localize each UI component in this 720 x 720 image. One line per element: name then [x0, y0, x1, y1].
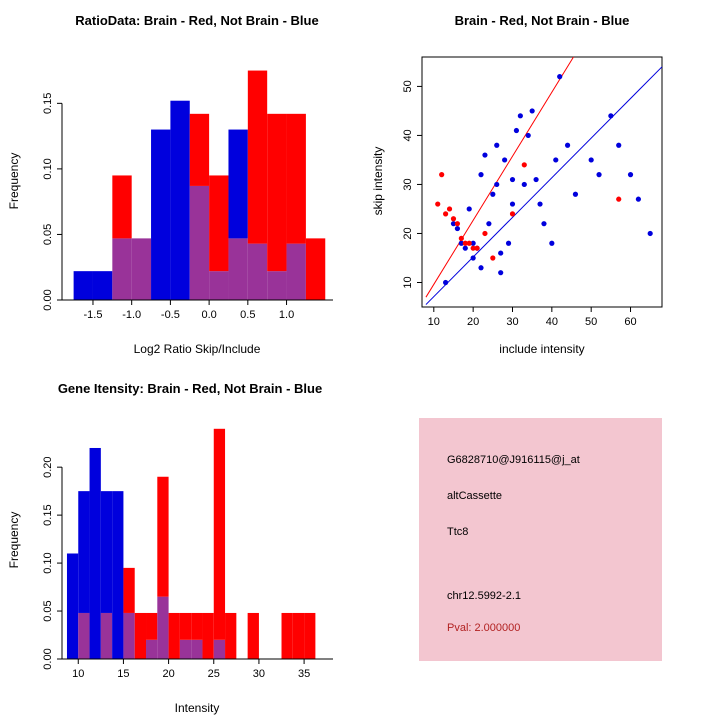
ratio-hist-title: RatioData: Brain - Red, Not Brain - Blue: [75, 13, 319, 28]
pval-line: Pval: 2.000000: [447, 622, 521, 634]
gene-hist-xlabel: Intensity: [174, 701, 220, 715]
scatter-xlabel: include intensity: [499, 342, 585, 356]
svg-text:0.15: 0.15: [42, 504, 54, 525]
svg-text:40: 40: [546, 316, 558, 328]
svg-text:30: 30: [506, 316, 518, 328]
gene-symbol-line: Ttc8: [447, 526, 469, 538]
svg-text:0.10: 0.10: [42, 552, 54, 573]
gene-hist-title: Gene Itensity: Brain - Red, Not Brain - …: [57, 381, 323, 396]
splice-type-line: altCassette: [447, 490, 503, 502]
svg-text:0.05: 0.05: [42, 224, 54, 245]
svg-text:50: 50: [402, 80, 414, 92]
svg-text:0.0: 0.0: [201, 309, 216, 321]
svg-text:30: 30: [253, 668, 265, 680]
svg-text:-0.5: -0.5: [161, 309, 180, 321]
svg-text:0.00: 0.00: [42, 289, 54, 310]
svg-text:0.15: 0.15: [42, 93, 54, 114]
scatter-title: Brain - Red, Not Brain - Blue: [454, 13, 630, 28]
probe-id-line: G6828710@J916115@j_at: [447, 454, 580, 466]
ratio-hist-xlabel: Log2 Ratio Skip/Include: [133, 342, 261, 356]
svg-text:0.05: 0.05: [42, 600, 54, 621]
locus-line: chr12.5992-2.1: [447, 590, 521, 602]
svg-text:0.5: 0.5: [240, 309, 255, 321]
svg-text:60: 60: [624, 316, 636, 328]
svg-text:20: 20: [162, 668, 174, 680]
svg-text:10: 10: [402, 276, 414, 288]
svg-text:30: 30: [402, 178, 414, 190]
svg-text:-1.5: -1.5: [83, 309, 102, 321]
svg-text:20: 20: [467, 316, 479, 328]
svg-text:-1.0: -1.0: [122, 309, 141, 321]
svg-text:10: 10: [72, 668, 84, 680]
svg-text:0.20: 0.20: [42, 456, 54, 477]
svg-text:40: 40: [402, 129, 414, 141]
svg-text:35: 35: [298, 668, 310, 680]
svg-text:25: 25: [208, 668, 220, 680]
gene-info-panel: G6828710@J916115@j_at altCassette Ttc8 c…: [419, 418, 662, 661]
svg-text:15: 15: [117, 668, 129, 680]
svg-text:0.10: 0.10: [42, 158, 54, 179]
svg-text:20: 20: [402, 227, 414, 239]
svg-text:1.0: 1.0: [279, 309, 294, 321]
svg-text:10: 10: [428, 316, 440, 328]
svg-text:50: 50: [585, 316, 597, 328]
svg-text:0.00: 0.00: [42, 648, 54, 669]
